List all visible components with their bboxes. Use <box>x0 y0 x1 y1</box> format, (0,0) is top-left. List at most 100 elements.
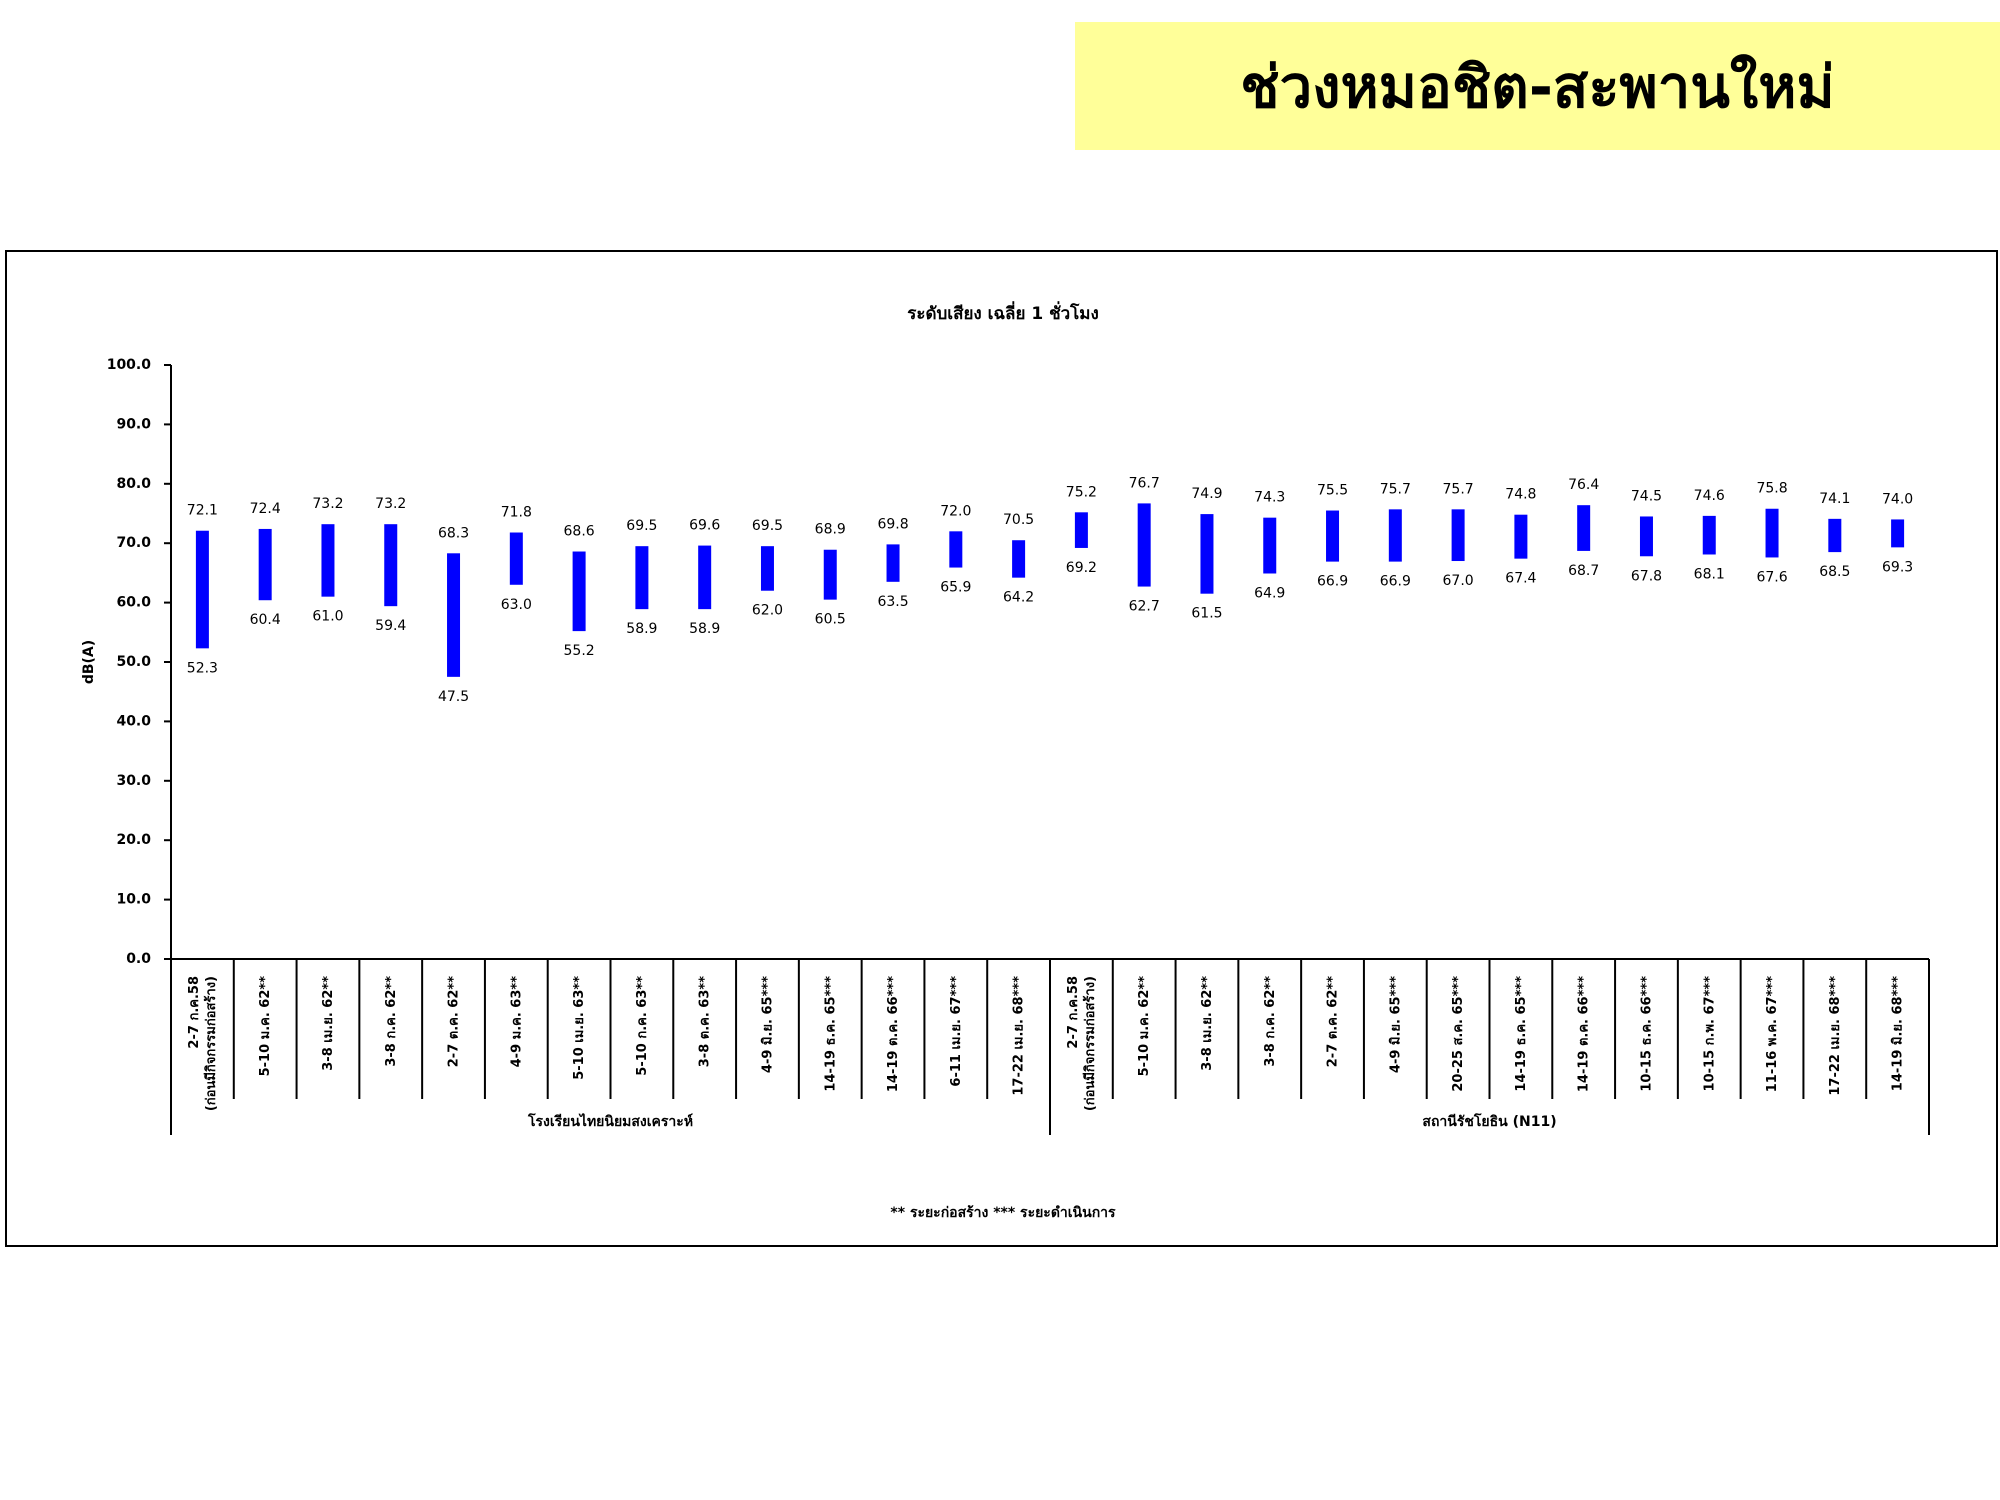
range-bar <box>572 551 586 632</box>
x-tick-label: 3-8 ต.ค. 63** <box>697 976 712 1067</box>
range-bar <box>509 532 523 585</box>
high-label: 74.8 <box>1505 487 1536 503</box>
x-tick-label: 4-9 มิ.ย. 65*** <box>1388 976 1403 1073</box>
x-tick-label: 2-7 ก.ค.58 (ก่อนมีกิจกรรมก่อสร้าง) <box>186 976 218 1111</box>
x-tick-label: 4-9 มิ.ย. 65*** <box>760 976 775 1073</box>
low-label: 67.8 <box>1631 568 1662 584</box>
y-tick-label: 100.0 <box>107 357 152 373</box>
range-bar <box>949 531 963 568</box>
chart-frame <box>5 250 1998 1247</box>
range-bar <box>1514 514 1528 559</box>
x-tick-label: 10-15 ก.พ. 67*** <box>1702 976 1717 1092</box>
low-label: 63.5 <box>877 594 908 610</box>
high-label: 69.5 <box>752 518 783 534</box>
low-label: 62.0 <box>752 603 783 619</box>
range-bar <box>258 528 272 601</box>
high-label: 69.5 <box>626 518 657 534</box>
range-bar <box>1388 509 1402 562</box>
high-label: 76.7 <box>1129 475 1160 491</box>
range-bar <box>1891 519 1905 548</box>
high-label: 69.8 <box>877 516 908 532</box>
y-tick-label: 40.0 <box>116 713 151 729</box>
range-bar <box>447 553 461 677</box>
range-bar <box>1326 510 1340 562</box>
low-label: 62.7 <box>1129 599 1160 615</box>
high-label: 74.9 <box>1191 486 1222 502</box>
y-tick-label: 80.0 <box>116 476 151 492</box>
range-bar <box>886 544 900 582</box>
low-label: 60.5 <box>815 612 846 628</box>
y-tick-label: 50.0 <box>116 654 151 670</box>
y-tick-label: 30.0 <box>116 773 151 789</box>
x-tick-label: 2-7 ก.ค.58 (ก่อนมีกิจกรรมก่อสร้าง) <box>1065 976 1097 1111</box>
x-tick-label: 3-8 เม.ย. 62** <box>320 976 335 1071</box>
low-label: 63.0 <box>501 597 532 613</box>
page-title: ช่วงหมอชิต-สะพานใหม่ <box>1075 22 2000 150</box>
high-label: 72.0 <box>940 503 971 519</box>
y-tick-label: 60.0 <box>116 595 151 611</box>
footnote: ** ระยะก่อสร้าง *** ระยะดำเนินการ <box>890 1205 1116 1221</box>
high-label: 75.7 <box>1380 481 1411 497</box>
high-label: 68.9 <box>815 522 846 538</box>
high-label: 75.5 <box>1317 483 1348 499</box>
high-label: 74.6 <box>1694 488 1725 504</box>
x-tick-label: 14-19 ธ.ค. 65*** <box>1513 976 1528 1092</box>
low-label: 69.2 <box>1066 560 1097 576</box>
range-bar <box>1828 518 1842 553</box>
high-label: 70.5 <box>1003 512 1034 528</box>
range-bar <box>1012 540 1026 578</box>
range-bar <box>635 546 649 610</box>
low-label: 67.4 <box>1505 571 1536 587</box>
x-tick-label: 14-19 ต.ค. 66*** <box>886 976 901 1092</box>
range-bar <box>823 549 837 600</box>
y-tick-label: 0.0 <box>126 951 151 967</box>
low-label: 67.6 <box>1756 569 1787 585</box>
low-label: 66.9 <box>1317 574 1348 590</box>
range-bar <box>1074 512 1088 548</box>
high-label: 73.2 <box>375 496 406 512</box>
x-tick-label: 5-10 ก.ค. 63** <box>634 976 649 1076</box>
range-bar <box>1577 505 1591 551</box>
range-bar <box>1263 517 1277 574</box>
low-label: 68.1 <box>1694 566 1725 582</box>
x-tick-label: 6-11 เม.ย. 67*** <box>948 976 963 1087</box>
high-label: 73.2 <box>312 496 343 512</box>
low-label: 67.0 <box>1443 573 1474 589</box>
group-label: สถานีรัชโยธิน (N11) <box>1422 1112 1556 1130</box>
high-label: 72.4 <box>250 501 281 517</box>
range-bar <box>1702 515 1716 555</box>
y-axis-label: dB(A) <box>81 640 97 684</box>
high-label: 68.6 <box>564 524 595 540</box>
high-label: 76.4 <box>1568 477 1599 493</box>
low-label: 58.9 <box>689 621 720 637</box>
x-tick-label: 3-8 ก.ค. 62** <box>1262 976 1277 1067</box>
x-tick-label: 3-8 เม.ย. 62** <box>1199 976 1214 1071</box>
low-label: 59.4 <box>375 618 406 634</box>
x-tick-label: 5-10 ม.ค. 62** <box>1137 976 1152 1077</box>
low-label: 52.3 <box>187 660 218 676</box>
x-tick-label: 5-10 เม.ย. 63** <box>572 976 587 1080</box>
high-label: 74.0 <box>1882 491 1913 507</box>
x-tick-label: 11-16 พ.ค. 67*** <box>1765 976 1780 1092</box>
high-label: 69.6 <box>689 518 720 534</box>
x-tick-label: 14-19 มิ.ย. 68*** <box>1890 976 1905 1091</box>
range-bar <box>1200 514 1214 594</box>
low-label: 68.5 <box>1819 564 1850 580</box>
range-bar <box>1639 516 1653 557</box>
x-tick-label: 14-19 ธ.ค. 65*** <box>823 976 838 1092</box>
x-tick-label: 17-22 เม.ย. 68*** <box>1011 976 1026 1096</box>
y-tick-label: 10.0 <box>116 892 151 908</box>
high-label: 71.8 <box>501 505 532 521</box>
x-tick-label: 17-22 เม.ย. 68*** <box>1827 976 1842 1096</box>
range-bar <box>698 545 712 610</box>
group-label: โรงเรียนไทยนิยมสงเคราะห์ <box>527 1112 693 1130</box>
low-label: 58.9 <box>626 621 657 637</box>
y-tick-label: 70.0 <box>116 535 151 551</box>
range-bar <box>1451 509 1465 562</box>
high-label: 74.3 <box>1254 490 1285 506</box>
x-tick-label: 20-25 ส.ค. 65*** <box>1451 976 1466 1092</box>
x-tick-label: 4-9 ม.ค. 63** <box>509 976 524 1068</box>
y-tick-label: 20.0 <box>116 832 151 848</box>
low-label: 61.5 <box>1191 606 1222 622</box>
range-bar <box>1137 503 1151 587</box>
